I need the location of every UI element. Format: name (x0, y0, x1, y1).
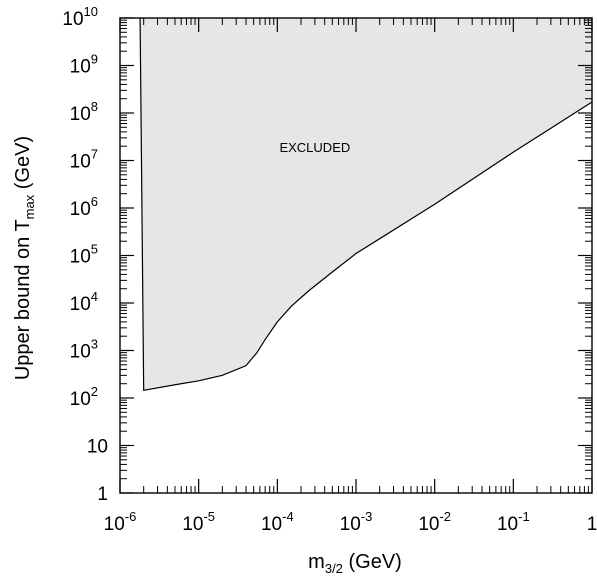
plot-frame (119, 17, 593, 494)
y-tick-label: 108 (70, 99, 98, 125)
x-axis-title-suffix: (GeV) (343, 551, 402, 573)
x-tick-label: 10-4 (261, 509, 294, 535)
y-tick-label: 107 (70, 147, 98, 173)
minor-ticks (120, 18, 592, 493)
y-tick-label: 1 (97, 484, 108, 505)
y-tick-label: 109 (70, 52, 98, 78)
y-tick-label: 106 (70, 194, 98, 220)
y-tick-label: 103 (70, 337, 98, 363)
x-tick-label: 10-2 (418, 509, 451, 535)
x-tick-label: 1 (587, 514, 597, 535)
x-tick-label: 10-3 (340, 509, 373, 535)
y-axis-title-sub: max (22, 194, 37, 219)
x-tick-label: 10-6 (104, 509, 137, 535)
excluded-region-boundary (139, 17, 593, 392)
y-tick-label: 10 (87, 437, 108, 458)
y-tick-labels: 1 10 102 103 104 105 106 107 108 109 1010 (62, 4, 108, 505)
excluded-region-fill (140, 18, 592, 391)
y-tick-label: 1010 (62, 4, 98, 30)
y-tick-label: 104 (70, 289, 98, 315)
y-tick-label: 102 (70, 384, 98, 410)
y-axis-title-prefix: Upper bound on T (12, 219, 34, 380)
x-tick-label: 10-1 (497, 509, 530, 535)
annotations: EXCLUDED (279, 140, 350, 155)
x-axis-title-sub: 3/2 (325, 561, 343, 576)
excluded-label: EXCLUDED (279, 140, 350, 155)
x-tick-labels: 10-6 10-5 10-4 10-3 10-2 10-1 1 (104, 509, 597, 535)
y-axis-title-suffix: (GeV) (12, 136, 34, 195)
y-tick-label: 105 (70, 242, 98, 268)
y-axis-title: Upper bound on Tmax (GeV) (12, 136, 37, 380)
x-axis-title: m3/2 (GeV) (308, 551, 402, 576)
x-tick-label: 10-5 (182, 509, 215, 535)
excluded-region-layer (139, 17, 593, 392)
x-axis-title-main: m (308, 551, 325, 573)
